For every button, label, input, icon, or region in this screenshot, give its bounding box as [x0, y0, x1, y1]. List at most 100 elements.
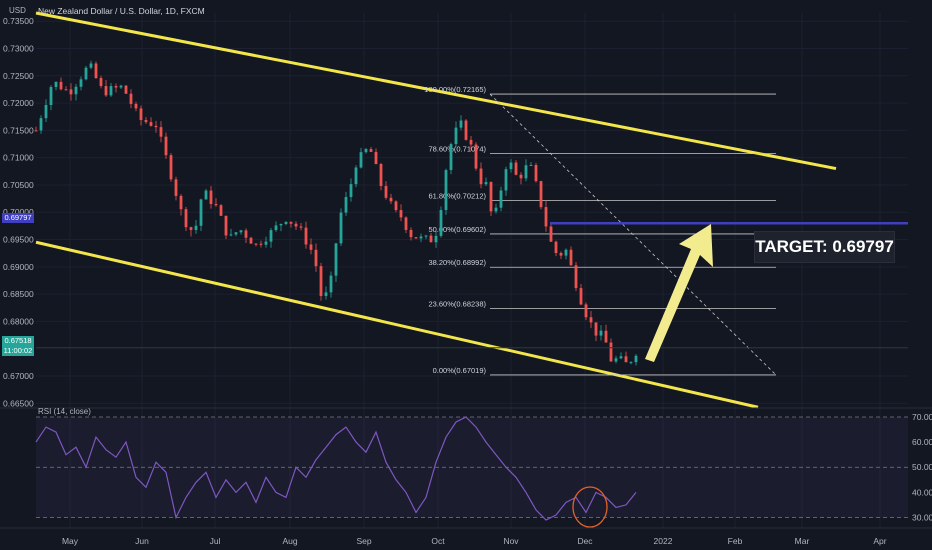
candle-body — [489, 182, 493, 212]
candle-body — [294, 223, 298, 227]
candle-body — [364, 149, 368, 153]
candle-body — [39, 118, 43, 131]
fib-level-label: 23.60%(0.68238) — [428, 299, 486, 308]
rsi-tick-label: 40.00 — [912, 487, 932, 497]
candle-body — [289, 221, 293, 224]
candle-body — [329, 275, 333, 293]
price-tick-label: 0.69000 — [3, 262, 34, 272]
candle-body — [74, 86, 78, 95]
candle-body — [279, 223, 283, 226]
candle-body — [504, 169, 508, 191]
time-tick-label: Mar — [795, 536, 810, 546]
candle-body — [469, 139, 473, 145]
candle-body — [634, 355, 638, 363]
candle-body — [184, 209, 188, 228]
candle-body — [314, 249, 318, 267]
candle-body — [44, 105, 48, 119]
candle-body — [429, 235, 433, 243]
time-tick-label: 2022 — [654, 536, 673, 546]
candle-body — [594, 322, 598, 336]
time-tick-label: Aug — [282, 536, 297, 546]
candle-body — [599, 330, 603, 336]
fib-level-label: 78.60%(0.71074) — [428, 145, 486, 154]
price-tick-label: 0.70500 — [3, 180, 34, 190]
candle-body — [454, 127, 458, 145]
candle-body — [624, 356, 628, 363]
time-tick-label: Oct — [431, 536, 445, 546]
candle-body — [144, 120, 148, 123]
candle-body — [559, 252, 563, 256]
currency-label: USD — [9, 6, 26, 15]
candle-body — [444, 170, 448, 211]
target-label: TARGET: 0.69797 — [754, 231, 895, 263]
chart-title[interactable]: New Zealand Dollar / U.S. Dollar, 1D, FX… — [38, 6, 205, 16]
candle-body — [494, 207, 498, 212]
candle-body — [524, 165, 528, 179]
candle-body — [369, 149, 373, 152]
candle-body — [244, 230, 248, 238]
candle-body — [389, 197, 393, 202]
candle-body — [374, 151, 378, 165]
candle-body — [209, 190, 213, 205]
candle-body — [439, 210, 443, 236]
candle-body — [349, 184, 353, 198]
time-tick-label: Dec — [577, 536, 593, 546]
candle-body — [204, 190, 208, 200]
time-tick-label: Sep — [356, 536, 371, 546]
candle-body — [609, 342, 613, 362]
candle-body — [414, 237, 418, 239]
candle-body — [434, 235, 438, 243]
rsi-tick-label: 50.00 — [912, 462, 932, 472]
candle-body — [99, 78, 103, 87]
candle-body — [459, 120, 463, 128]
candle-body — [109, 86, 113, 96]
rsi-pane — [0, 407, 932, 528]
candle-body — [154, 125, 158, 128]
annotations — [36, 222, 908, 362]
target-arrow — [645, 224, 713, 362]
time-tick-label: May — [62, 536, 79, 546]
candle-body — [569, 249, 573, 266]
candle-body — [179, 195, 183, 210]
candle-body — [234, 232, 238, 235]
candle-body — [589, 317, 593, 323]
candle-body — [79, 79, 83, 87]
candle-body — [619, 356, 623, 359]
time-tick-label: Jul — [210, 536, 221, 546]
candle-body — [64, 89, 68, 91]
rsi-axis: 70.00 60.00 50.00 40.00 30.00 — [912, 412, 932, 522]
candle-body — [274, 225, 278, 231]
candle-body — [324, 292, 328, 297]
candle-body — [229, 234, 233, 236]
candle-body — [409, 229, 413, 238]
candle-body — [94, 63, 98, 79]
candle-body — [484, 182, 488, 185]
candle-body — [584, 304, 588, 318]
candle-body — [319, 266, 323, 297]
rsi-tick-label: 70.00 — [912, 412, 932, 422]
candle-body — [164, 136, 168, 156]
candle-body — [224, 215, 228, 236]
rsi-oversold-circle — [572, 486, 608, 528]
price-tick-label: 0.73000 — [3, 43, 34, 53]
price-tick-label: 0.69500 — [3, 235, 34, 245]
candle-body — [264, 241, 268, 245]
fib-trend-line — [489, 93, 777, 376]
fib-level-label: 50.00%(0.69602) — [428, 225, 486, 234]
candle-body — [59, 81, 63, 90]
candle-body — [249, 237, 253, 244]
fib-level-label: 0.00%(0.67019) — [433, 366, 487, 375]
fib-level-label: 38.20%(0.68992) — [428, 258, 486, 267]
candle-body — [159, 127, 163, 137]
candle-body — [34, 130, 38, 132]
candle-body — [604, 330, 608, 343]
candle-body — [309, 244, 313, 250]
target-price-text: 0.69797 — [4, 213, 32, 222]
candle-body — [254, 243, 258, 245]
candle-body — [464, 120, 468, 140]
candle-body — [54, 81, 58, 88]
rsi-label[interactable]: RSI (14, close) — [38, 407, 91, 416]
candle-body — [339, 212, 343, 244]
target-price-tag: 0.69797 — [2, 213, 34, 223]
